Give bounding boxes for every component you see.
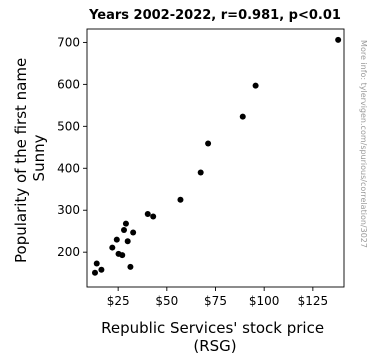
scatter-point <box>177 196 184 203</box>
scatter-point <box>197 169 204 176</box>
scatter-point <box>130 229 137 236</box>
x-tick-label: $50 <box>155 294 178 308</box>
y-tick-label: 600 <box>57 77 80 91</box>
scatter-point <box>124 238 131 245</box>
chart-title: Years 2002-2022, r=0.981, p<0.01 <box>88 8 341 23</box>
y-axis-title-line-2: Sunny <box>30 134 48 181</box>
x-axis: $25 $50 $75 $100 $125 <box>107 287 328 308</box>
data-points <box>91 36 342 276</box>
scatter-point <box>205 140 212 147</box>
y-tick-label: 200 <box>57 245 80 259</box>
watermark-text: More info: tylervigen.com/spurious/corre… <box>359 40 367 248</box>
scatter-point <box>113 236 120 243</box>
scatter-point <box>119 252 126 259</box>
scatter-point <box>122 220 129 227</box>
x-tick-label: $125 <box>298 294 329 308</box>
y-tick-label: 300 <box>57 203 80 217</box>
scatter-point <box>93 260 100 267</box>
scatter-point <box>150 213 157 220</box>
scatter-point <box>127 263 134 270</box>
y-tick-label: 400 <box>57 161 80 175</box>
scatter-point <box>144 211 151 218</box>
x-axis-title: Republic Services' stock price (RSG) <box>101 319 329 355</box>
scatter-point <box>120 226 127 233</box>
y-axis-title: Popularity of the first name Sunny <box>12 53 48 263</box>
y-tick-label: 700 <box>57 35 80 49</box>
y-axis: 200 300 400 500 600 700 <box>57 35 87 259</box>
scatter-point <box>98 266 105 273</box>
y-axis-title-line-1: Popularity of the first name <box>12 58 30 263</box>
x-tick-label: $25 <box>107 294 130 308</box>
x-tick-label: $75 <box>204 294 227 308</box>
x-tick-label: $100 <box>249 294 280 308</box>
x-axis-title-line-2: (RSG) <box>193 337 236 355</box>
scatter-point <box>239 113 246 120</box>
y-tick-label: 500 <box>57 119 80 133</box>
plot-area <box>86 28 345 288</box>
scatter-point <box>252 82 259 89</box>
scatter-point <box>91 269 98 276</box>
scatter-point <box>335 36 342 43</box>
scatter-point <box>109 244 116 251</box>
x-axis-title-line-1: Republic Services' stock price <box>101 319 324 337</box>
